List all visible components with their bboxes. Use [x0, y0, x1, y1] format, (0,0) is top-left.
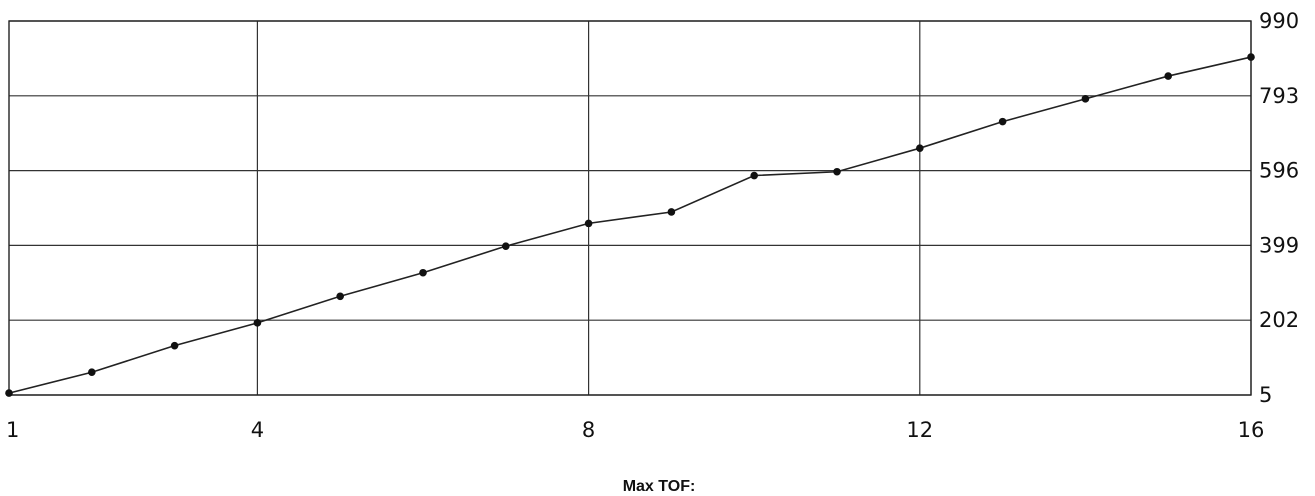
x-tick-labels: 1 4 8 12 16: [6, 418, 1264, 442]
series-line: [8, 56, 1252, 394]
data-point: [419, 268, 427, 277]
data-point: [170, 341, 179, 350]
data-point: [5, 389, 13, 397]
y-tick-label: 202: [1259, 308, 1299, 332]
x-tick-label: 8: [582, 418, 595, 442]
data-point: [1247, 53, 1255, 61]
data-point: [750, 171, 758, 180]
y-tick-label: 399: [1259, 233, 1299, 257]
grid-lines: [9, 20, 1252, 396]
data-points: [5, 53, 1255, 397]
x-tick-label: 16: [1238, 418, 1265, 442]
data-point: [667, 208, 676, 216]
y-tick-labels: 5 202 399 596 793 990: [1259, 9, 1299, 407]
data-point: [88, 368, 96, 377]
x-tick-label: 4: [251, 418, 264, 442]
data-point: [1081, 95, 1090, 103]
y-tick-label: 990: [1259, 9, 1299, 33]
y-tick-label: 5: [1259, 383, 1272, 407]
data-point: [1164, 72, 1172, 80]
data-point: [998, 117, 1007, 126]
data-point: [584, 219, 593, 228]
data-point: [833, 167, 841, 176]
data-point: [253, 319, 262, 327]
y-tick-label: 596: [1259, 159, 1299, 183]
data-point: [916, 144, 924, 152]
data-point: [502, 242, 510, 250]
x-tick-label: 1: [6, 418, 19, 442]
plot-frame: [8, 20, 1252, 396]
y-tick-label: 793: [1259, 84, 1299, 108]
x-tick-label: 12: [906, 418, 933, 442]
x-axis-label: Max TOF:: [623, 478, 696, 495]
data-point: [336, 292, 345, 301]
